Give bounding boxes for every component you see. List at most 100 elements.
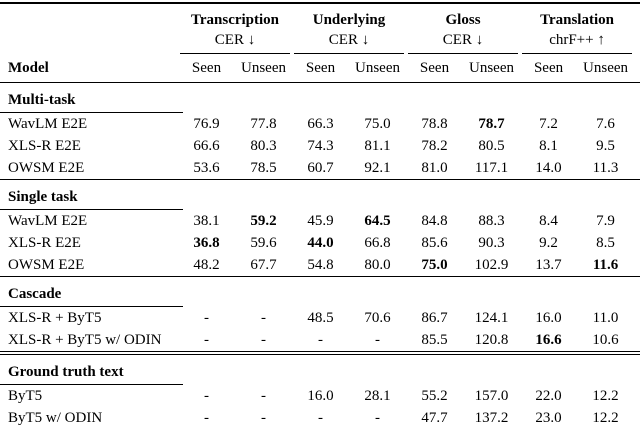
edge-spacer — [634, 385, 640, 407]
model-cell: XLS-R + ByT5 w/ ODIN — [8, 332, 162, 348]
section-single-task: Single task WavLM E2E 38.1 59.2 45.9 64.5 84.8… — [0, 179, 640, 277]
value-cell: 38.1 — [193, 213, 220, 229]
value-cell: 11.0 — [592, 310, 619, 326]
value-cell: 84.8 — [421, 213, 448, 229]
value-cell: 85.6 — [421, 235, 448, 251]
value-cell: 124.1 — [474, 310, 509, 326]
table-header: Transcription Underlying Gloss Translati… — [0, 3, 640, 83]
value-cell: 11.3 — [592, 160, 619, 176]
value-cell: 11.6 — [592, 257, 619, 273]
model-cell: XLS-R E2E — [8, 138, 81, 154]
table-row-xls-r-byt5: XLS-R + ByT5 - - 48.5 70.6 86.7 124.1 16.0 11.0 — [0, 307, 640, 329]
section-cascade: Cascade XLS-R + ByT5 - - 48.5 70.6 86.7 124.1 16… — [0, 276, 640, 354]
value-cell: 80.0 — [364, 257, 391, 273]
subheader-seen: Seen — [406, 55, 464, 83]
value-cell: 8.1 — [539, 138, 558, 154]
subheader-row: Model Seen Unseen Seen Unseen Seen Unsee… — [0, 55, 640, 83]
value-cell: 7.2 — [539, 116, 558, 132]
value-cell: - — [261, 310, 266, 326]
metric-underlying: CER ↓ — [292, 30, 406, 55]
value-cell: 66.6 — [193, 138, 220, 154]
value-cell: - — [318, 332, 323, 348]
section-title-row: Multi-task — [0, 83, 640, 114]
edge-spacer — [634, 135, 640, 157]
value-cell: 75.0 — [364, 116, 391, 132]
metric-label: CER ↓ — [180, 31, 290, 54]
value-cell: 80.5 — [478, 138, 505, 154]
value-cell: - — [318, 410, 323, 426]
value-cell: 67.7 — [250, 257, 277, 273]
metric-label: CER ↓ — [294, 31, 405, 54]
table-row-byt5-w-odin: ByT5 w/ ODIN - - - - 47.7 137.2 23.0 12.2 — [0, 407, 640, 426]
subheader-unseen: Unseen — [235, 55, 292, 83]
value-cell: 102.9 — [474, 257, 509, 273]
model-cell: ByT5 w/ ODIN — [8, 410, 103, 426]
value-cell: - — [261, 410, 266, 426]
table-row-xls-r-e2e: XLS-R E2E 66.6 80.3 74.3 81.1 78.2 80.5 8.1 9.5 — [0, 135, 640, 157]
value-cell: - — [204, 332, 209, 348]
value-cell: 78.8 — [421, 116, 448, 132]
section-title-row: Ground truth text — [0, 351, 640, 387]
value-cell: 92.1 — [364, 160, 391, 176]
table-row-wavlm-e2e: WavLM E2E 76.9 77.8 66.3 75.0 78.8 78.7 7.2 7.6 — [0, 113, 640, 135]
value-cell: 22.0 — [535, 388, 562, 404]
model-cell: ByT5 — [8, 388, 43, 404]
edge-spacer — [634, 210, 640, 232]
value-cell: 78.2 — [421, 138, 448, 154]
value-cell: 120.8 — [474, 332, 509, 348]
value-cell: 88.3 — [478, 213, 505, 229]
model-cell: XLS-R E2E — [8, 235, 81, 251]
edge-spacer — [634, 307, 640, 329]
value-cell: 8.5 — [596, 235, 615, 251]
section-multi-task: Multi-task WavLM E2E 76.9 77.8 66.3 75.0 78.8 7… — [0, 83, 640, 180]
value-cell: 16.0 — [307, 388, 334, 404]
value-cell: - — [204, 388, 209, 404]
value-cell: 12.2 — [592, 410, 619, 426]
table-row-owsm-e2e: OWSM E2E 53.6 78.5 60.7 92.1 81.0 117.1 14.0 11.… — [0, 157, 640, 180]
value-cell: 81.1 — [364, 138, 391, 154]
value-cell: 90.3 — [478, 235, 505, 251]
metric-translation: chrF++ ↑ — [520, 30, 634, 55]
table-row-byt5: ByT5 - - 16.0 28.1 55.2 157.0 22.0 12.2 — [0, 385, 640, 407]
value-cell: 76.9 — [193, 116, 220, 132]
metric-label: chrF++ ↑ — [522, 31, 633, 54]
value-cell: 137.2 — [474, 410, 509, 426]
value-cell: 70.6 — [364, 310, 391, 326]
model-col-spacer — [0, 30, 178, 55]
value-cell: 48.5 — [307, 310, 334, 326]
value-cell: 28.1 — [364, 388, 391, 404]
edge-spacer — [634, 232, 640, 254]
section-title: Single task — [0, 179, 640, 210]
value-cell: 12.2 — [592, 388, 619, 404]
edge-spacer — [634, 113, 640, 135]
value-cell: 81.0 — [421, 160, 448, 176]
edge-spacer — [634, 329, 640, 353]
metric-names-row: Transcription Underlying Gloss Translati… — [0, 3, 640, 30]
value-cell: 47.7 — [421, 410, 448, 426]
model-cell: XLS-R + ByT5 — [8, 310, 102, 326]
metric-row: CER ↓ CER ↓ CER ↓ chrF++ ↑ — [0, 30, 640, 55]
column-group-gloss: Gloss — [445, 12, 481, 28]
value-cell: 117.1 — [474, 160, 509, 176]
value-cell: 78.5 — [250, 160, 277, 176]
column-group-transcription: Transcription — [190, 12, 280, 28]
column-group-translation: Translation — [540, 12, 614, 28]
metric-transcription: CER ↓ — [178, 30, 292, 55]
value-cell: 85.5 — [421, 332, 448, 348]
model-cell: OWSM E2E — [8, 160, 85, 176]
edge-spacer — [634, 3, 640, 30]
value-cell: 86.7 — [421, 310, 448, 326]
value-cell: 7.9 — [596, 213, 615, 229]
model-column-header: Model — [0, 55, 178, 83]
value-cell: 77.8 — [250, 116, 277, 132]
subheader-seen: Seen — [520, 55, 578, 83]
model-col-spacer — [0, 3, 178, 30]
value-cell: 80.3 — [250, 138, 277, 154]
edge-spacer — [634, 407, 640, 426]
value-cell: 45.9 — [307, 213, 334, 229]
model-cell: WavLM E2E — [8, 213, 88, 229]
value-cell: - — [375, 410, 380, 426]
edge-spacer — [634, 254, 640, 277]
model-cell: OWSM E2E — [8, 257, 85, 273]
